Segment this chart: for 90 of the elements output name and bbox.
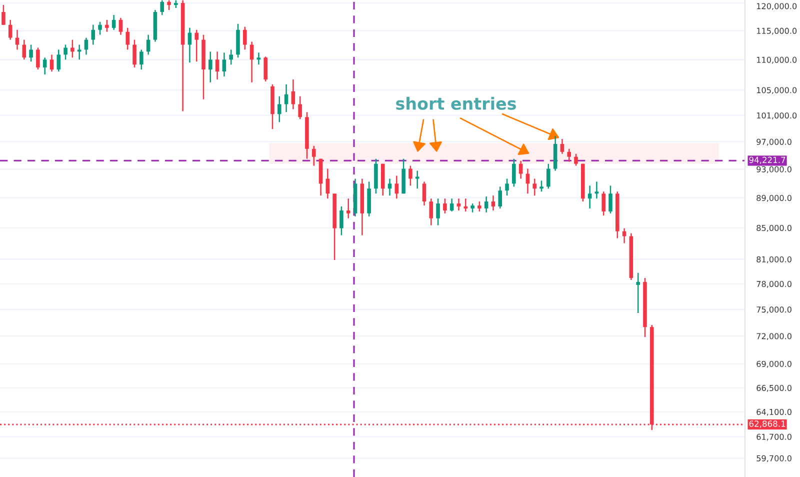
candlestick: [312, 145, 316, 166]
candlestick: [132, 39, 136, 68]
candlestick: [56, 49, 61, 72]
candlestick: [146, 34, 150, 56]
candlestick: [346, 198, 350, 219]
candlestick: [456, 198, 461, 212]
candlestick: [8, 19, 12, 40]
y-tick-label: 61,700.0: [756, 434, 792, 441]
candlestick: [546, 163, 550, 190]
candlestick: [15, 29, 20, 50]
candlestick: [526, 168, 530, 194]
candlestick: [229, 49, 233, 66]
candlestick: [42, 56, 47, 76]
candlestick: [29, 44, 33, 62]
candlestick: [256, 52, 261, 66]
candlestick: [2, 4, 6, 26]
candlestick: [436, 198, 440, 226]
y-tick-label: 72,000.0: [756, 333, 792, 340]
candlestick: [574, 153, 578, 166]
candlestick: [70, 39, 74, 58]
candlestick: [340, 206, 344, 236]
candlestick: [594, 180, 599, 200]
candlestick: [450, 198, 454, 212]
candlestick: [167, 0, 171, 11]
candlestick: [91, 24, 96, 46]
candlestick: [242, 26, 247, 50]
candlestick: [532, 178, 537, 196]
candlestick: [64, 44, 68, 60]
candlestick: [484, 196, 488, 214]
annotation: short entries: [396, 96, 516, 110]
candlestick: [264, 56, 268, 82]
candlestick: [464, 198, 468, 212]
candlestick: [560, 138, 564, 154]
y-tick-label: 78,000.0: [756, 280, 792, 288]
candlestick: [422, 180, 426, 206]
y-tick-label: 93,000.0: [756, 166, 792, 174]
candlestick: [215, 51, 220, 80]
candlestick: [118, 17, 123, 36]
candlestick: [505, 178, 509, 196]
y-tick-label: 69,000.0: [756, 360, 792, 368]
candlestick: [84, 37, 88, 56]
candlestick: [140, 49, 144, 70]
ref-line-label: 94,221.7: [749, 156, 786, 164]
candlestick: [77, 44, 82, 60]
candlestick: [491, 194, 496, 212]
candlestick: [388, 178, 392, 196]
candlestick: [250, 41, 254, 84]
candlestick: [394, 175, 399, 200]
candlestick: [588, 185, 592, 210]
candlestick: [415, 170, 420, 190]
candlestick: [112, 14, 116, 30]
y-tick-label: 81,000.0: [756, 256, 792, 264]
candlestick: [429, 198, 434, 226]
ref-line-label: 62,868.1: [749, 420, 786, 428]
candlestick: [326, 168, 330, 200]
candlestick: [298, 96, 302, 120]
candlestick: [222, 52, 226, 78]
candlestick: [194, 29, 198, 62]
candlestick: [126, 27, 130, 50]
candlestick: [22, 39, 26, 60]
y-tick-label: 110,000.0: [756, 56, 797, 64]
candlestick: [291, 78, 296, 110]
candlestick: [98, 21, 102, 36]
y-tick-label: 97,000.0: [756, 138, 792, 146]
candlestick: [36, 47, 40, 70]
y-tick-label: 105,000.0: [756, 87, 797, 94]
candlestick: [608, 185, 612, 214]
candlestick: [478, 200, 482, 212]
candlestick: [602, 190, 606, 216]
candlestick: [540, 180, 544, 192]
y-tick-label: 64,100.0: [756, 408, 792, 416]
candlestick: [160, 0, 164, 16]
candlestick: [105, 19, 109, 32]
candlestick: [443, 198, 447, 214]
y-tick-label: 59,700.0: [756, 455, 792, 462]
candlestick: [498, 186, 502, 210]
y-tick-label: 85,000.0: [756, 224, 792, 232]
candlestick: [512, 158, 516, 188]
y-tick-label: 75,000.0: [756, 306, 792, 314]
candlestick: [50, 54, 54, 72]
y-tick-label: 120,000.0: [756, 3, 797, 10]
candlestick: [208, 51, 212, 84]
candlestick: [636, 272, 640, 314]
y-tick-label: 101,000.0: [756, 112, 797, 120]
candlestick: [567, 148, 571, 162]
candlestick: [277, 96, 282, 123]
candlestick: [408, 165, 412, 186]
y-tick-label: 115,000.0: [756, 28, 797, 35]
y-tick-label: 89,000.0: [756, 194, 792, 202]
y-tick-label: 66,500.0: [756, 384, 792, 392]
